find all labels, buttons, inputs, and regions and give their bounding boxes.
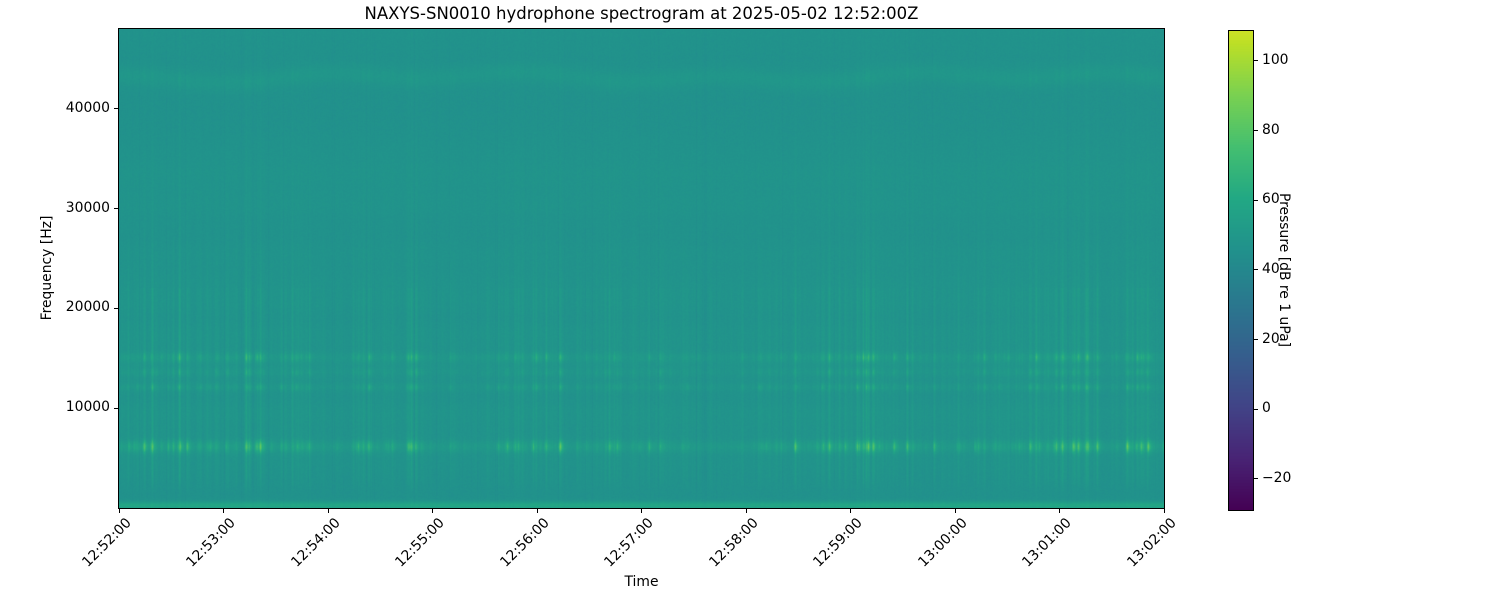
colorbar-tick-mark	[1254, 339, 1258, 341]
x-tick-mark	[641, 509, 642, 513]
x-tick-label: 13:02:00	[1123, 515, 1180, 571]
y-tick-label: 40000	[65, 99, 110, 116]
x-tick-label: 12:57:00	[601, 515, 657, 571]
x-tick-mark	[1059, 509, 1060, 513]
colorbar-tick-label: −20	[1262, 469, 1292, 486]
colorbar-tick-label: 40	[1262, 260, 1280, 277]
y-tick-label: 10000	[65, 399, 110, 416]
x-tick-label: 13:01:00	[1019, 515, 1075, 571]
x-tick-label: 12:56:00	[496, 515, 553, 571]
colorbar-tick-label: 80	[1262, 121, 1280, 138]
y-tick-mark	[114, 407, 118, 409]
x-tick-mark	[850, 509, 851, 513]
colorbar-tick-mark	[1254, 130, 1258, 132]
colorbar-tick-mark	[1254, 199, 1258, 201]
y-tick-label: 30000	[65, 199, 110, 216]
spectrogram-heatmap	[119, 29, 1164, 508]
colorbar-frame	[1228, 30, 1254, 511]
colorbar-label: Pressure [dB re 1 uPa]	[1276, 192, 1292, 348]
colorbar-tick-label: 60	[1262, 191, 1280, 208]
y-tick-mark	[114, 108, 118, 110]
colorbar-tick-label: 20	[1262, 330, 1280, 347]
x-axis-label: Time	[624, 574, 659, 590]
colorbar-tick-mark	[1254, 269, 1258, 271]
colorbar-tick-mark	[1254, 408, 1258, 410]
x-tick-mark	[118, 509, 120, 513]
colorbar-tick-label: 0	[1262, 400, 1271, 417]
x-tick-label: 12:54:00	[287, 515, 344, 571]
x-tick-label: 12:55:00	[392, 515, 448, 571]
x-tick-label: 12:52:00	[78, 515, 135, 571]
x-tick-mark	[327, 509, 329, 513]
x-tick-mark	[1163, 509, 1165, 513]
colorbar-gradient	[1229, 31, 1253, 510]
x-tick-mark	[223, 509, 224, 513]
y-tick-mark	[114, 307, 118, 309]
colorbar-tick-mark	[1254, 478, 1258, 480]
x-tick-mark	[432, 509, 433, 513]
x-tick-mark	[536, 509, 538, 513]
x-tick-label: 12:53:00	[183, 515, 239, 571]
x-tick-label: 13:00:00	[914, 515, 971, 571]
colorbar-tick-mark	[1254, 60, 1258, 62]
y-tick-label: 20000	[65, 299, 110, 316]
y-tick-mark	[114, 208, 118, 210]
x-tick-label: 12:58:00	[705, 515, 762, 571]
x-tick-mark	[745, 509, 747, 513]
x-tick-label: 12:59:00	[810, 515, 866, 571]
x-tick-mark	[954, 509, 956, 513]
chart-title: NAXYS-SN0010 hydrophone spectrogram at 2…	[364, 4, 919, 23]
colorbar-tick-label: 100	[1262, 51, 1289, 68]
plot-frame	[118, 28, 1165, 509]
